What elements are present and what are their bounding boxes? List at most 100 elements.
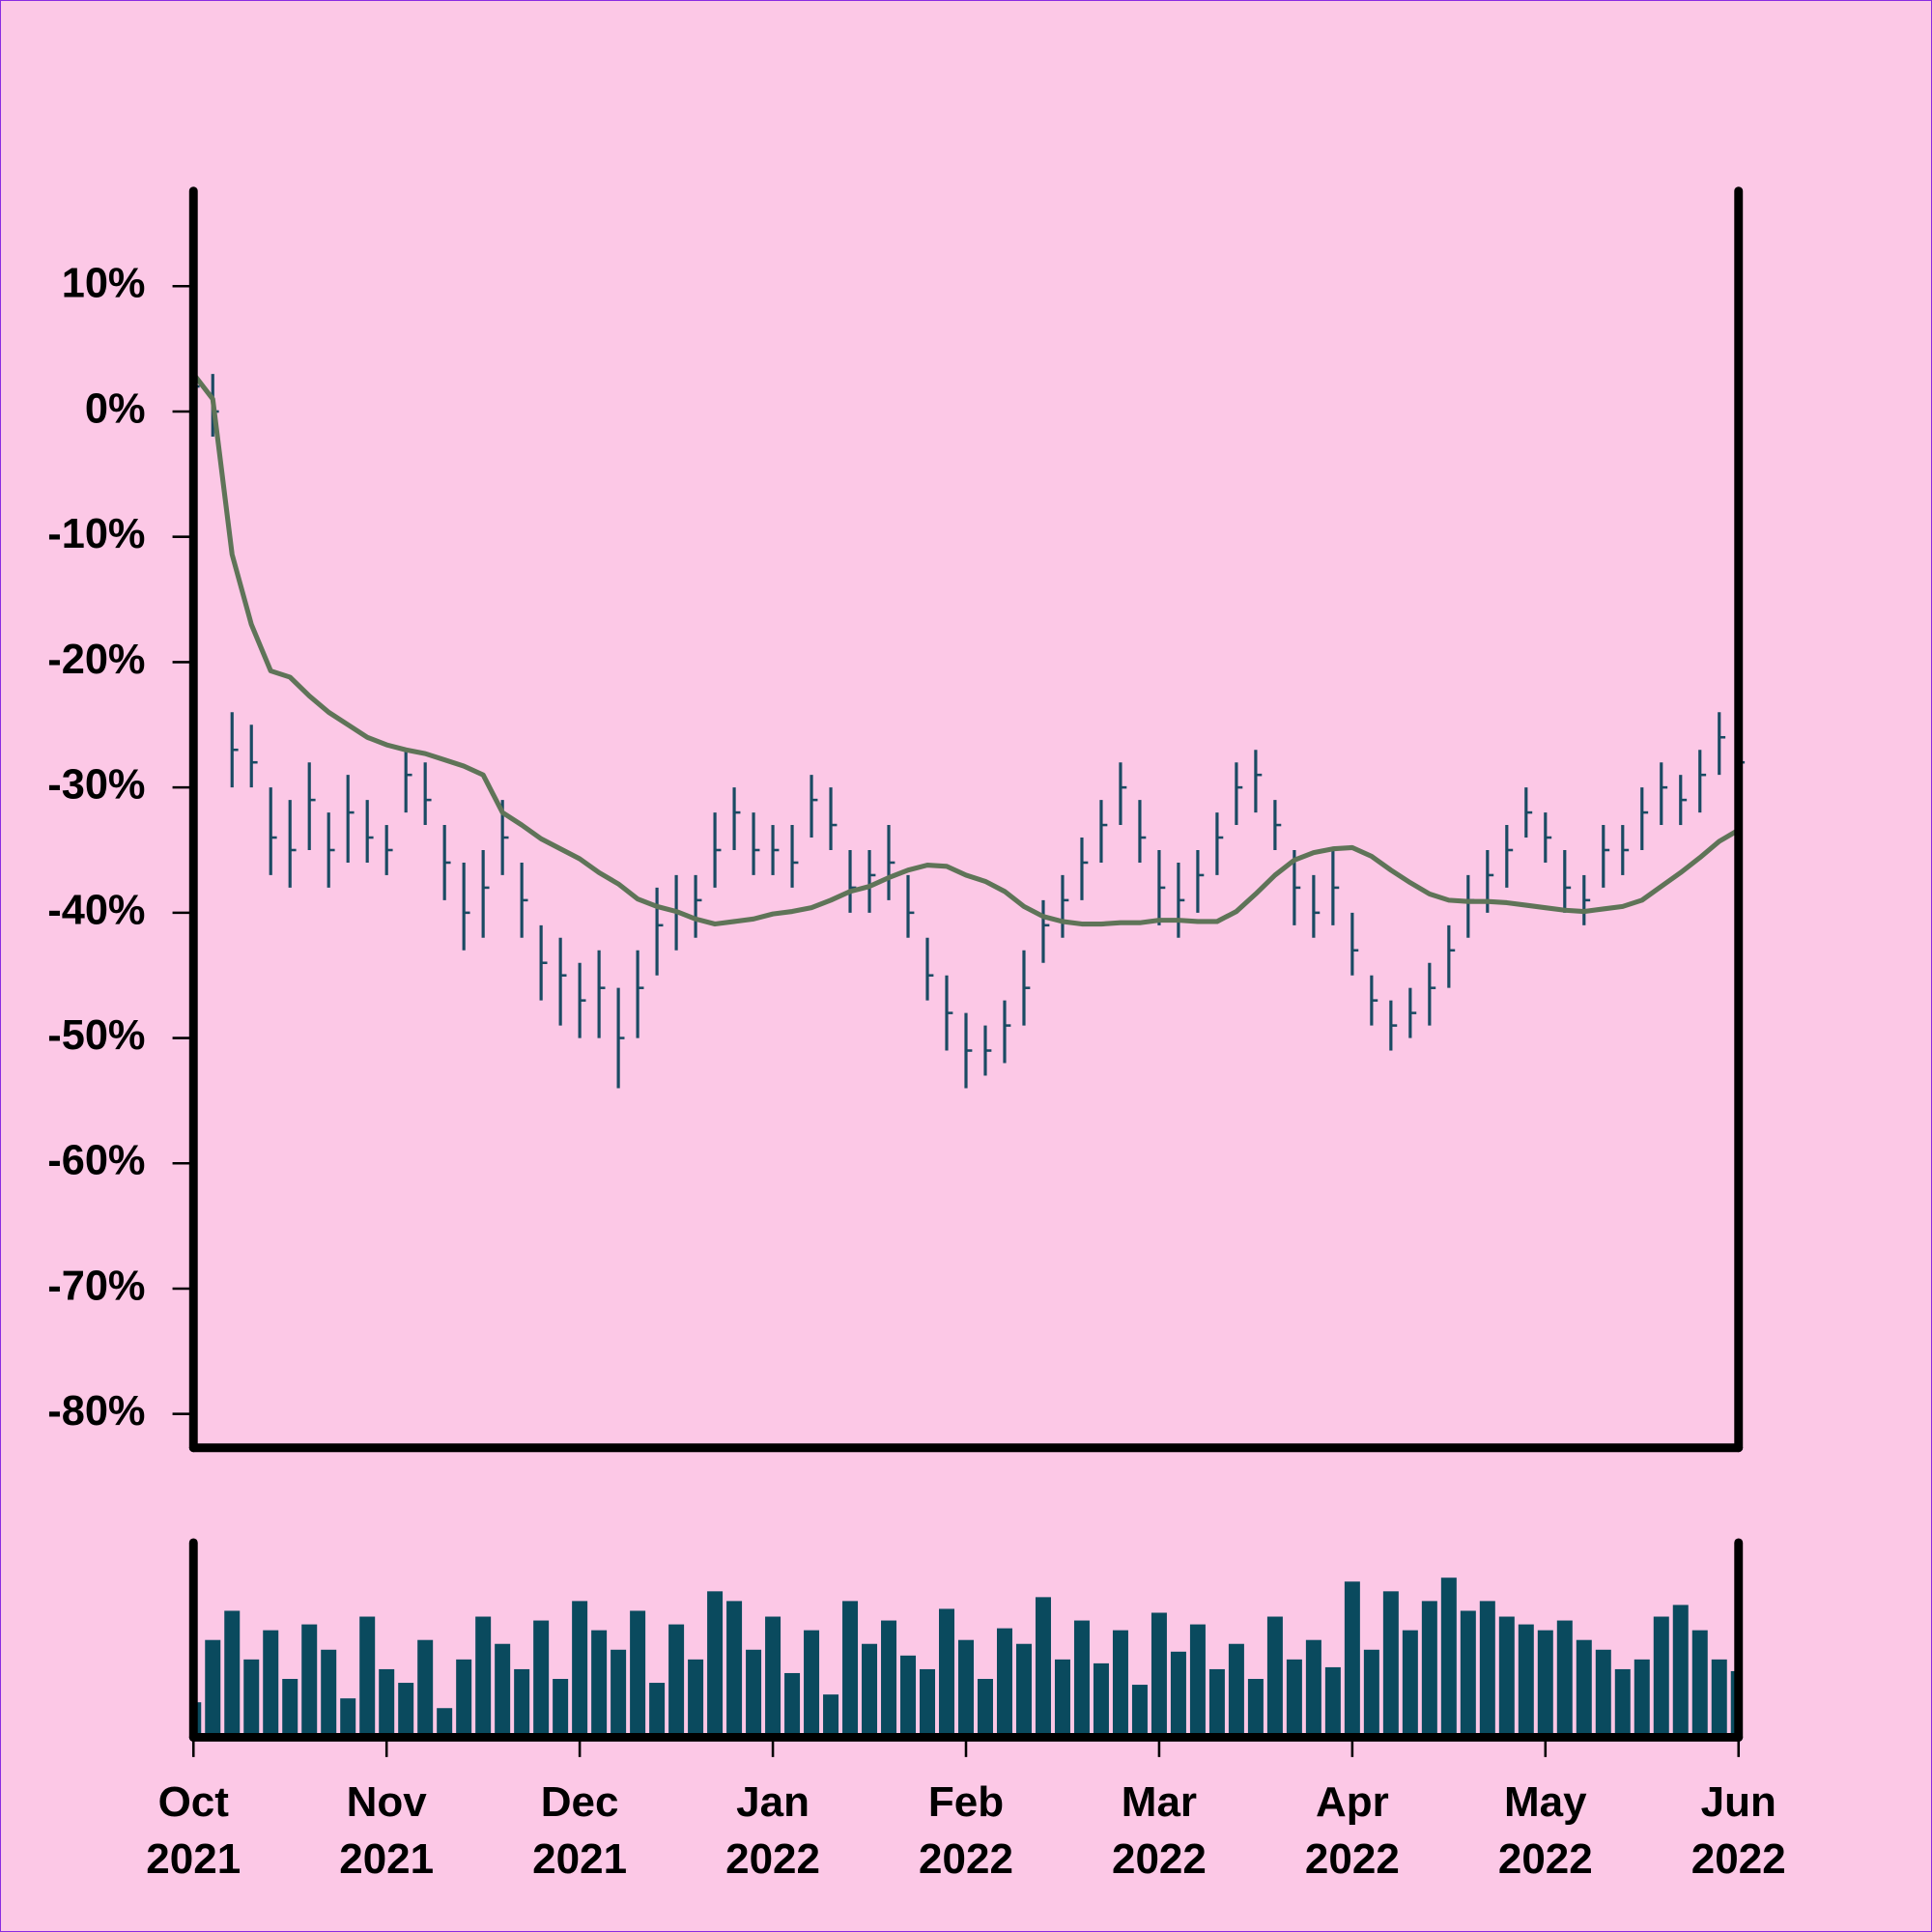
y-tick-label: 0% — [85, 385, 146, 432]
volume-bar — [224, 1610, 241, 1738]
y-tick-label: -70% — [47, 1263, 145, 1309]
x-tick-label: Apr 2022 — [1304, 1778, 1400, 1883]
volume-bar — [1324, 1666, 1341, 1738]
volume-bar — [1460, 1610, 1476, 1738]
volume-bar — [1247, 1679, 1264, 1738]
volume-bar — [977, 1679, 993, 1738]
volume-bar — [495, 1643, 511, 1738]
volume-bar — [301, 1624, 318, 1738]
volume-bar — [1093, 1662, 1109, 1738]
y-tick-label: -10% — [47, 511, 145, 557]
volume-bar — [726, 1601, 743, 1738]
y-tick-label: -40% — [47, 887, 145, 933]
volume-bar — [688, 1659, 704, 1738]
volume-bar — [630, 1610, 646, 1738]
volume-bar — [611, 1649, 627, 1738]
volume-bar — [1054, 1659, 1070, 1738]
x-tick-label: May 2022 — [1497, 1778, 1593, 1883]
volume-bar — [862, 1643, 878, 1738]
volume-bar — [475, 1616, 492, 1738]
x-tick-label: Dec 2021 — [532, 1778, 628, 1883]
volume-bar — [533, 1620, 550, 1738]
volume-bar — [205, 1639, 221, 1738]
volume-bar — [1556, 1620, 1573, 1738]
volume-bar — [321, 1649, 337, 1738]
volume-bar — [765, 1616, 781, 1738]
volume-bar — [1672, 1605, 1689, 1738]
volume-bar — [263, 1630, 279, 1738]
y-tick-label: -80% — [47, 1388, 145, 1435]
volume-bar — [1614, 1668, 1631, 1738]
volume-bar — [668, 1624, 685, 1738]
volume-bar — [1131, 1685, 1148, 1738]
volume-bar — [340, 1698, 356, 1738]
volume-bar — [553, 1679, 569, 1738]
y-tick-label: 10% — [62, 261, 146, 307]
volume-bar — [359, 1616, 376, 1738]
x-tick-label: Mar 2022 — [1111, 1778, 1207, 1883]
moving-average — [191, 372, 1741, 927]
volume-bar — [1266, 1616, 1283, 1738]
volume-bar — [1440, 1577, 1457, 1738]
volume-bar — [1421, 1601, 1437, 1738]
volume-bar — [1711, 1659, 1727, 1738]
volume-bar — [1595, 1649, 1611, 1738]
x-tick-label: Feb 2022 — [919, 1778, 1013, 1883]
volume-bar — [591, 1630, 608, 1738]
volume-bar — [1035, 1597, 1051, 1738]
volume-bar — [1208, 1668, 1225, 1738]
volume-bar — [746, 1649, 762, 1738]
volume-bar — [842, 1601, 859, 1738]
volume-bar — [649, 1683, 666, 1738]
volume-bar — [996, 1628, 1012, 1738]
volume-bar — [1382, 1591, 1399, 1738]
volume-bar — [784, 1672, 801, 1738]
volume-bar — [881, 1620, 897, 1738]
y-tick-label: -20% — [47, 637, 145, 683]
y-tick-label: -50% — [47, 1012, 145, 1059]
volume-bar — [1170, 1651, 1186, 1738]
volume-bar — [1634, 1659, 1650, 1738]
volume-bar — [1228, 1643, 1244, 1738]
volume-bar — [1286, 1659, 1302, 1738]
volume-bar — [1073, 1620, 1090, 1738]
volume-bar — [572, 1601, 588, 1738]
volume-bar — [1576, 1639, 1592, 1738]
y-tick-label: -30% — [47, 762, 145, 809]
volume-bar — [1305, 1639, 1321, 1738]
x-tick-label: Jan 2022 — [725, 1778, 820, 1883]
x-tick-label: Oct 2021 — [146, 1778, 242, 1883]
volume-bar — [437, 1708, 453, 1738]
volume-bar — [1112, 1630, 1128, 1738]
volume-bar — [1498, 1616, 1515, 1738]
volume-bar — [1189, 1624, 1206, 1738]
volume-bar — [1402, 1630, 1418, 1738]
volume-bar — [1691, 1630, 1708, 1738]
volume-bar — [456, 1659, 472, 1738]
volume-bar — [1479, 1601, 1495, 1738]
volume-bar — [282, 1679, 298, 1738]
volume-bar — [243, 1659, 260, 1738]
volume-bar — [398, 1683, 414, 1738]
volume-bar — [514, 1668, 530, 1738]
y-tick-label: -60% — [47, 1138, 145, 1184]
volume-bar — [417, 1639, 434, 1738]
x-tick-label: Jun 2022 — [1690, 1778, 1786, 1883]
volume-bar — [1653, 1616, 1669, 1738]
volume-bar — [1537, 1630, 1553, 1738]
volume-bar — [900, 1655, 917, 1738]
volume-bar — [1015, 1643, 1032, 1738]
volume-bar — [1344, 1581, 1360, 1738]
volume-bar — [823, 1694, 839, 1738]
volume-bar — [379, 1668, 395, 1738]
volume-bar — [1151, 1612, 1167, 1738]
x-tick-label: Nov 2021 — [339, 1778, 435, 1883]
volume-bar — [920, 1668, 936, 1738]
volume-bar — [1363, 1649, 1379, 1738]
volume-bar — [1518, 1624, 1534, 1738]
volume-bar — [707, 1591, 724, 1738]
volume-bar — [804, 1630, 820, 1738]
volume-bar — [939, 1608, 955, 1738]
